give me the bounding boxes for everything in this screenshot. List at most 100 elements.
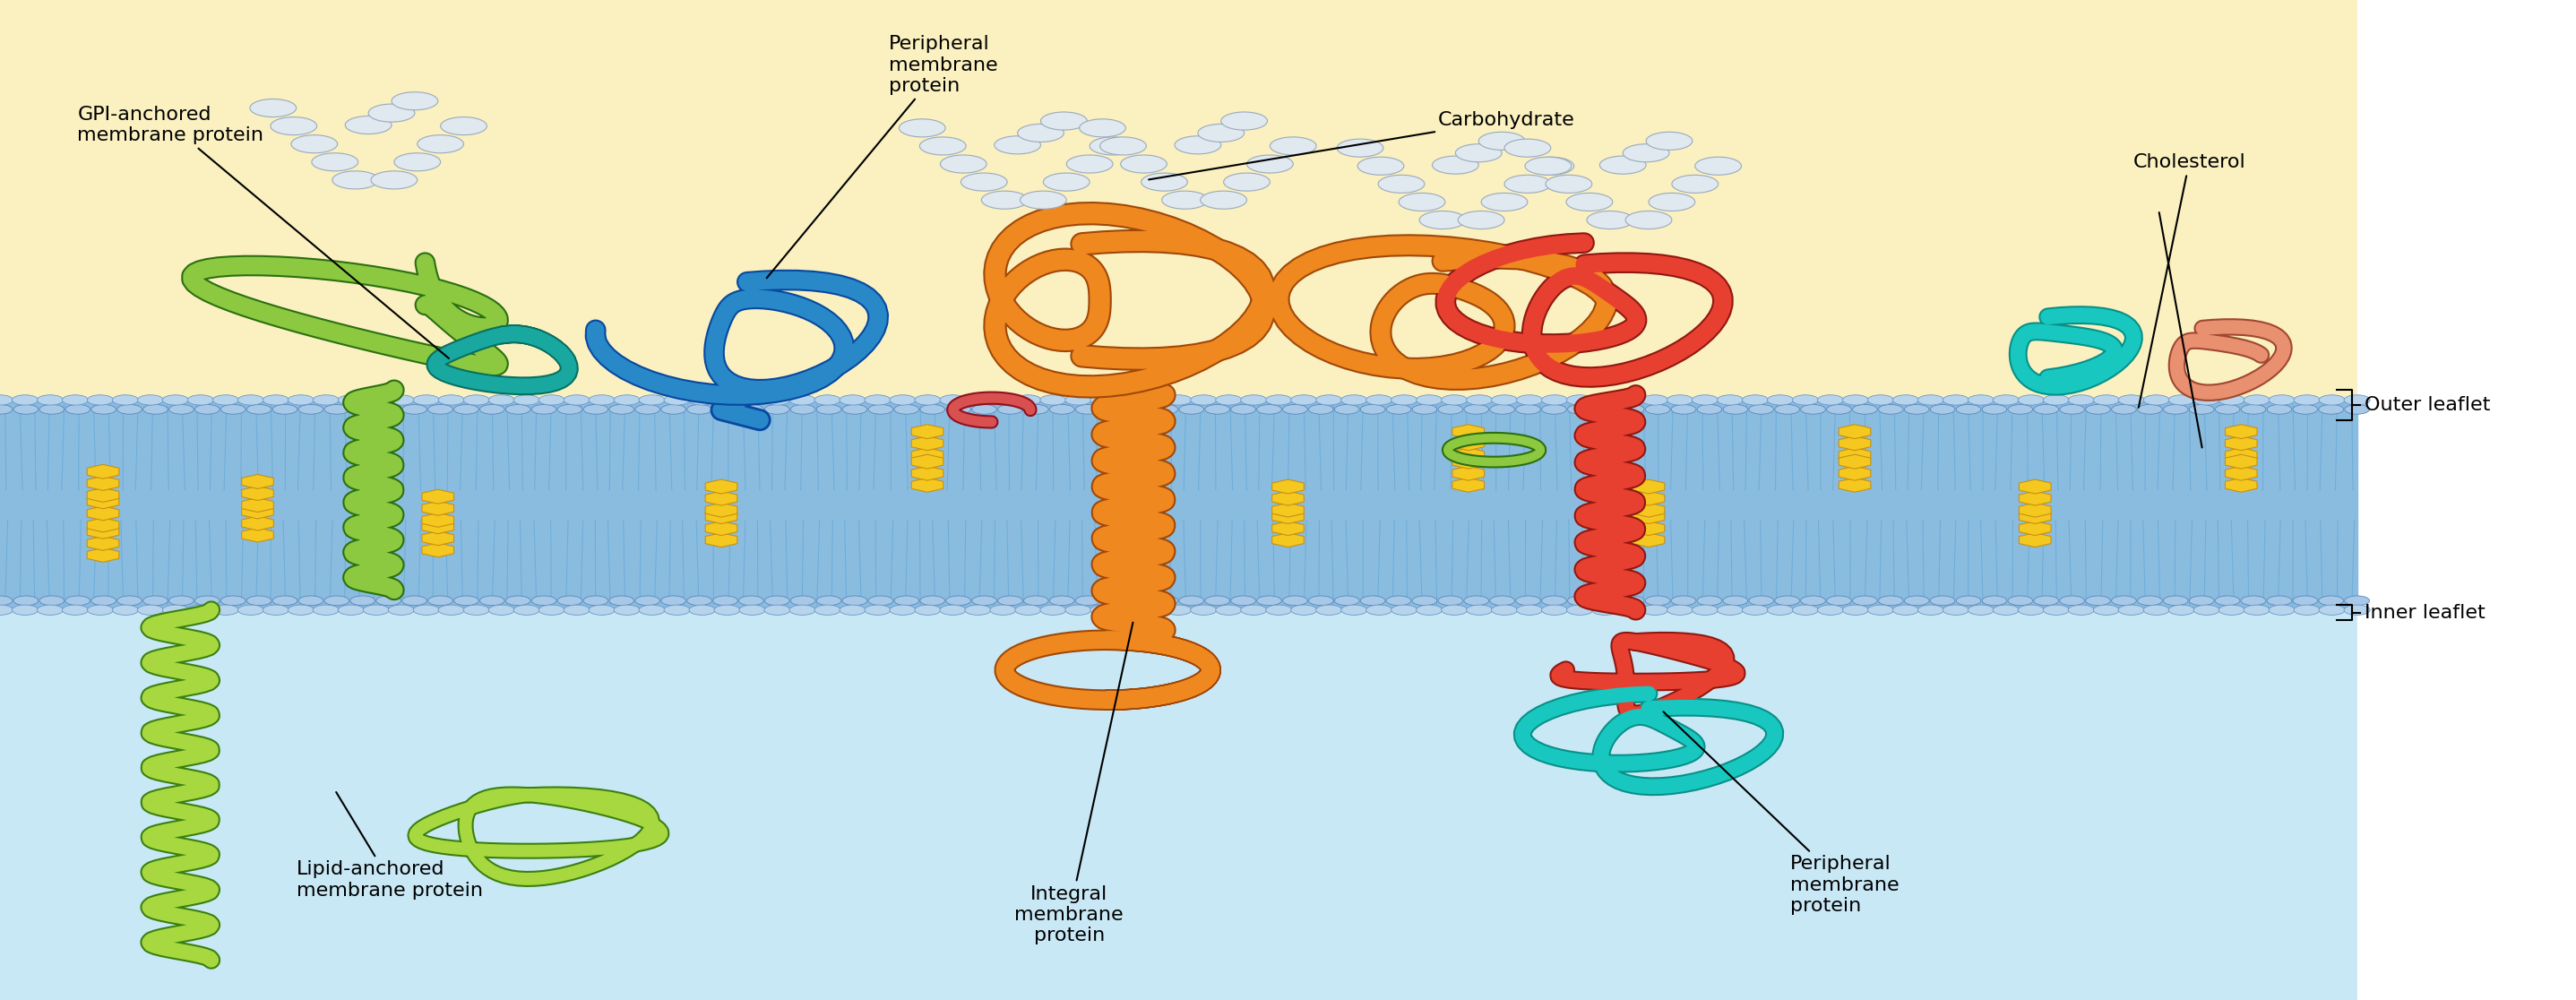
Circle shape — [714, 605, 739, 615]
Circle shape — [1852, 596, 1878, 605]
Circle shape — [1386, 405, 1412, 414]
Circle shape — [363, 395, 389, 405]
Circle shape — [1386, 596, 1412, 605]
Circle shape — [1600, 156, 1646, 174]
Circle shape — [639, 395, 665, 405]
Circle shape — [263, 605, 289, 615]
Circle shape — [2244, 605, 2269, 615]
Circle shape — [428, 596, 453, 605]
Circle shape — [222, 596, 245, 605]
Bar — [0, 400, 2357, 610]
Circle shape — [222, 405, 245, 414]
Circle shape — [1504, 139, 1551, 157]
Circle shape — [1291, 605, 1316, 615]
Circle shape — [1723, 596, 1747, 605]
Circle shape — [564, 395, 590, 405]
Circle shape — [1023, 405, 1048, 414]
Circle shape — [531, 405, 556, 414]
Circle shape — [337, 605, 363, 615]
Circle shape — [402, 596, 428, 605]
Circle shape — [2007, 405, 2032, 414]
Circle shape — [1620, 596, 1643, 605]
Circle shape — [438, 605, 464, 615]
Circle shape — [1929, 405, 1955, 414]
Circle shape — [1775, 596, 1801, 605]
Circle shape — [866, 395, 891, 405]
Circle shape — [88, 395, 113, 405]
Circle shape — [1334, 596, 1360, 605]
Circle shape — [714, 405, 737, 414]
Circle shape — [842, 596, 868, 605]
Circle shape — [1443, 395, 1468, 405]
Circle shape — [2035, 405, 2058, 414]
Circle shape — [920, 405, 945, 414]
Circle shape — [1231, 405, 1255, 414]
Circle shape — [788, 605, 817, 615]
Circle shape — [966, 605, 992, 615]
Circle shape — [817, 596, 842, 605]
Circle shape — [2017, 395, 2045, 405]
Circle shape — [2061, 405, 2084, 414]
Circle shape — [1618, 605, 1643, 615]
Circle shape — [1904, 596, 1929, 605]
Circle shape — [1819, 395, 1844, 405]
Circle shape — [1517, 605, 1543, 615]
Circle shape — [1175, 136, 1221, 154]
Circle shape — [1206, 405, 1229, 414]
Circle shape — [1767, 395, 1793, 405]
Circle shape — [765, 596, 788, 605]
Circle shape — [1741, 605, 1767, 615]
Circle shape — [920, 137, 966, 155]
Circle shape — [2218, 395, 2244, 405]
Circle shape — [945, 596, 971, 605]
Circle shape — [688, 395, 716, 405]
Circle shape — [1692, 605, 1718, 615]
Circle shape — [1247, 155, 1293, 173]
Circle shape — [739, 605, 765, 615]
Circle shape — [2293, 605, 2321, 615]
Circle shape — [1492, 605, 1517, 615]
Circle shape — [1667, 395, 1692, 405]
Circle shape — [1090, 395, 1115, 405]
Circle shape — [1206, 596, 1229, 605]
Circle shape — [312, 395, 340, 405]
Circle shape — [291, 135, 337, 153]
Circle shape — [914, 605, 940, 615]
Circle shape — [997, 596, 1023, 605]
Circle shape — [1749, 405, 1775, 414]
Circle shape — [1041, 395, 1066, 405]
Circle shape — [1723, 405, 1747, 414]
Circle shape — [289, 605, 314, 615]
Circle shape — [2215, 596, 2241, 605]
Text: Lipid-anchored
membrane protein: Lipid-anchored membrane protein — [296, 792, 482, 899]
Circle shape — [556, 405, 582, 414]
Circle shape — [1103, 596, 1126, 605]
Circle shape — [505, 405, 531, 414]
Circle shape — [966, 395, 992, 405]
Circle shape — [2241, 405, 2267, 414]
Circle shape — [289, 395, 314, 405]
Circle shape — [1623, 144, 1669, 162]
Circle shape — [613, 395, 639, 405]
Circle shape — [1316, 605, 1342, 615]
Circle shape — [590, 395, 616, 405]
Circle shape — [2190, 596, 2213, 605]
Circle shape — [1842, 605, 1868, 615]
Circle shape — [325, 405, 350, 414]
Circle shape — [971, 596, 997, 605]
Circle shape — [1020, 191, 1066, 209]
Circle shape — [2087, 596, 2110, 605]
Circle shape — [1180, 596, 1203, 605]
Text: Peripheral
membrane
protein: Peripheral membrane protein — [768, 35, 997, 278]
Circle shape — [1917, 605, 1945, 615]
Circle shape — [765, 605, 791, 615]
Circle shape — [531, 596, 556, 605]
Circle shape — [2195, 395, 2221, 405]
Circle shape — [1504, 175, 1551, 193]
Circle shape — [2143, 605, 2169, 615]
Circle shape — [1265, 605, 1291, 615]
Circle shape — [1417, 395, 1443, 405]
Circle shape — [1164, 395, 1193, 405]
Circle shape — [613, 605, 639, 615]
Circle shape — [1041, 112, 1087, 130]
